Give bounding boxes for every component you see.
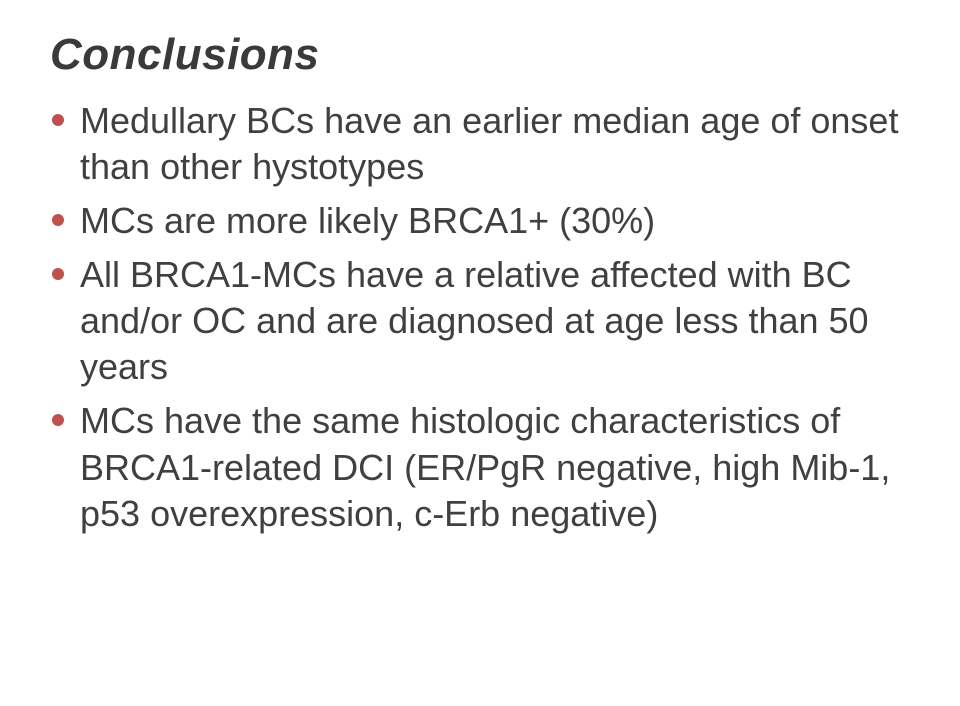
list-item: Medullary BCs have an earlier median age… xyxy=(50,98,910,190)
bullet-text: MCs are more likely BRCA1+ (30%) xyxy=(80,200,655,241)
list-item: All BRCA1-MCs have a relative affected w… xyxy=(50,252,910,390)
bullet-list: Medullary BCs have an earlier median age… xyxy=(50,98,910,537)
slide-container: Conclusions Medullary BCs have an earlie… xyxy=(0,0,960,706)
bullet-text: All BRCA1-MCs have a relative affected w… xyxy=(80,254,869,387)
list-item: MCs are more likely BRCA1+ (30%) xyxy=(50,198,910,244)
bullet-text: Medullary BCs have an earlier median age… xyxy=(80,100,898,187)
bullet-text: MCs have the same histologic characteris… xyxy=(80,400,890,533)
list-item: MCs have the same histologic characteris… xyxy=(50,398,910,536)
slide-title: Conclusions xyxy=(50,30,910,80)
